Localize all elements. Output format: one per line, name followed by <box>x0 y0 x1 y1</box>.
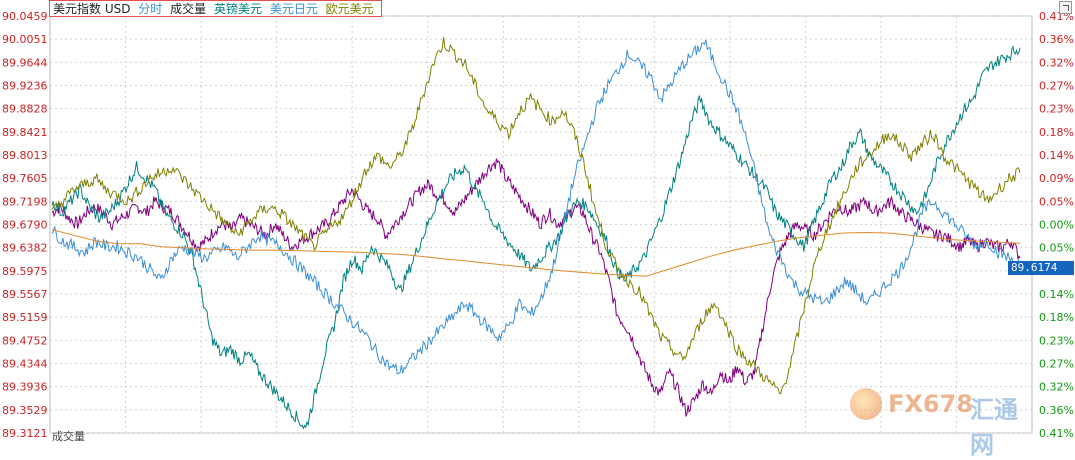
multi-series-line-chart: 90.0459 90.0051 89.9644 89.9236 89.8828 89.84… <box>2 10 1074 440</box>
right-tick-label: 0.23% <box>1039 103 1074 116</box>
series-line-avg <box>51 229 1021 277</box>
left-tick-label: 89.5159 <box>2 311 48 324</box>
right-tick-label: 0.23% <box>1039 334 1074 347</box>
left-tick-label: 89.3529 <box>2 404 48 417</box>
fx678-logo-icon <box>850 388 882 420</box>
right-tick-label: 0.18% <box>1039 311 1074 324</box>
right-tick-label: 0.32% <box>1039 381 1074 394</box>
left-tick-label: 90.0051 <box>2 33 48 46</box>
left-tick-label: 89.8421 <box>2 126 48 139</box>
left-tick-label: 89.7198 <box>2 195 48 208</box>
right-tick-label: 0.27% <box>1039 358 1074 371</box>
legend-usd-index: 美元指数 USD <box>53 2 131 16</box>
watermark-cn: 汇通网 <box>970 396 1018 459</box>
right-tick-label: 0.14% <box>1039 288 1074 301</box>
volume-label: 成交量 <box>52 430 85 443</box>
left-tick-label: 90.0459 <box>2 10 48 23</box>
left-tick-label: 89.5567 <box>2 288 48 301</box>
series-layer <box>51 37 1021 430</box>
left-tick-label: 89.8013 <box>2 149 48 162</box>
legend-fenshi[interactable]: 分时 <box>138 2 163 16</box>
right-tick-label: 0.36% <box>1039 404 1074 417</box>
left-tick-label: 89.4344 <box>2 358 48 371</box>
legend-gbpusd[interactable]: 英镑美元 <box>213 2 262 16</box>
series-line-eur <box>51 37 1021 395</box>
grid <box>49 15 1033 434</box>
right-tick-label: 0.27% <box>1039 80 1074 93</box>
left-tick-label: 89.5975 <box>2 265 48 278</box>
left-tick-label: 89.9644 <box>2 56 48 69</box>
right-tick-label: 0.32% <box>1039 56 1074 69</box>
right-tick-label: 0.09% <box>1039 172 1074 185</box>
left-tick-label: 89.3936 <box>2 381 48 394</box>
left-axis: 90.0459 90.0051 89.9644 89.9236 89.8828 89.84… <box>2 10 48 440</box>
chart-legend: 美元指数 USD 分时 成交量 英镑美元 美元日元 欧元美元 <box>49 0 382 17</box>
legend-usdjpy[interactable]: 美元日元 <box>269 2 318 16</box>
legend-volume[interactable]: 成交量 <box>170 2 207 16</box>
left-tick-label: 89.3121 <box>2 427 48 440</box>
legend-eurusd[interactable]: 欧元美元 <box>325 2 374 16</box>
watermark-text: FX678 <box>888 390 973 418</box>
right-tick-label: 0.14% <box>1039 149 1074 162</box>
left-tick-label: 89.6790 <box>2 219 48 232</box>
series-line-gbp <box>51 44 1021 430</box>
left-tick-label: 89.7605 <box>2 172 48 185</box>
right-tick-label: 0.36% <box>1039 33 1074 46</box>
right-axis: 0.41% 0.36% 0.32% 0.27% 0.23% 0.18% 0.14% 0.09%… <box>1039 10 1074 440</box>
left-tick-label: 89.6382 <box>2 242 48 255</box>
expand-icon[interactable] <box>1059 1 1072 14</box>
left-tick-label: 89.4752 <box>2 334 48 347</box>
right-tick-label: 0.18% <box>1039 126 1074 139</box>
left-tick-label: 89.8828 <box>2 103 48 116</box>
series-line-jpy <box>51 39 1021 375</box>
watermark: FX678 汇通网 <box>848 386 1028 459</box>
right-tick-label: 0.00% <box>1039 219 1074 232</box>
series-line-dxy <box>51 158 1021 417</box>
right-tick-label: 0.05% <box>1039 195 1074 208</box>
right-tick-label: 0.05% <box>1039 242 1074 255</box>
right-tick-label: 0.41% <box>1039 427 1074 440</box>
current-price-label: 89.6174 <box>1008 261 1074 275</box>
left-tick-label: 89.9236 <box>2 80 48 93</box>
